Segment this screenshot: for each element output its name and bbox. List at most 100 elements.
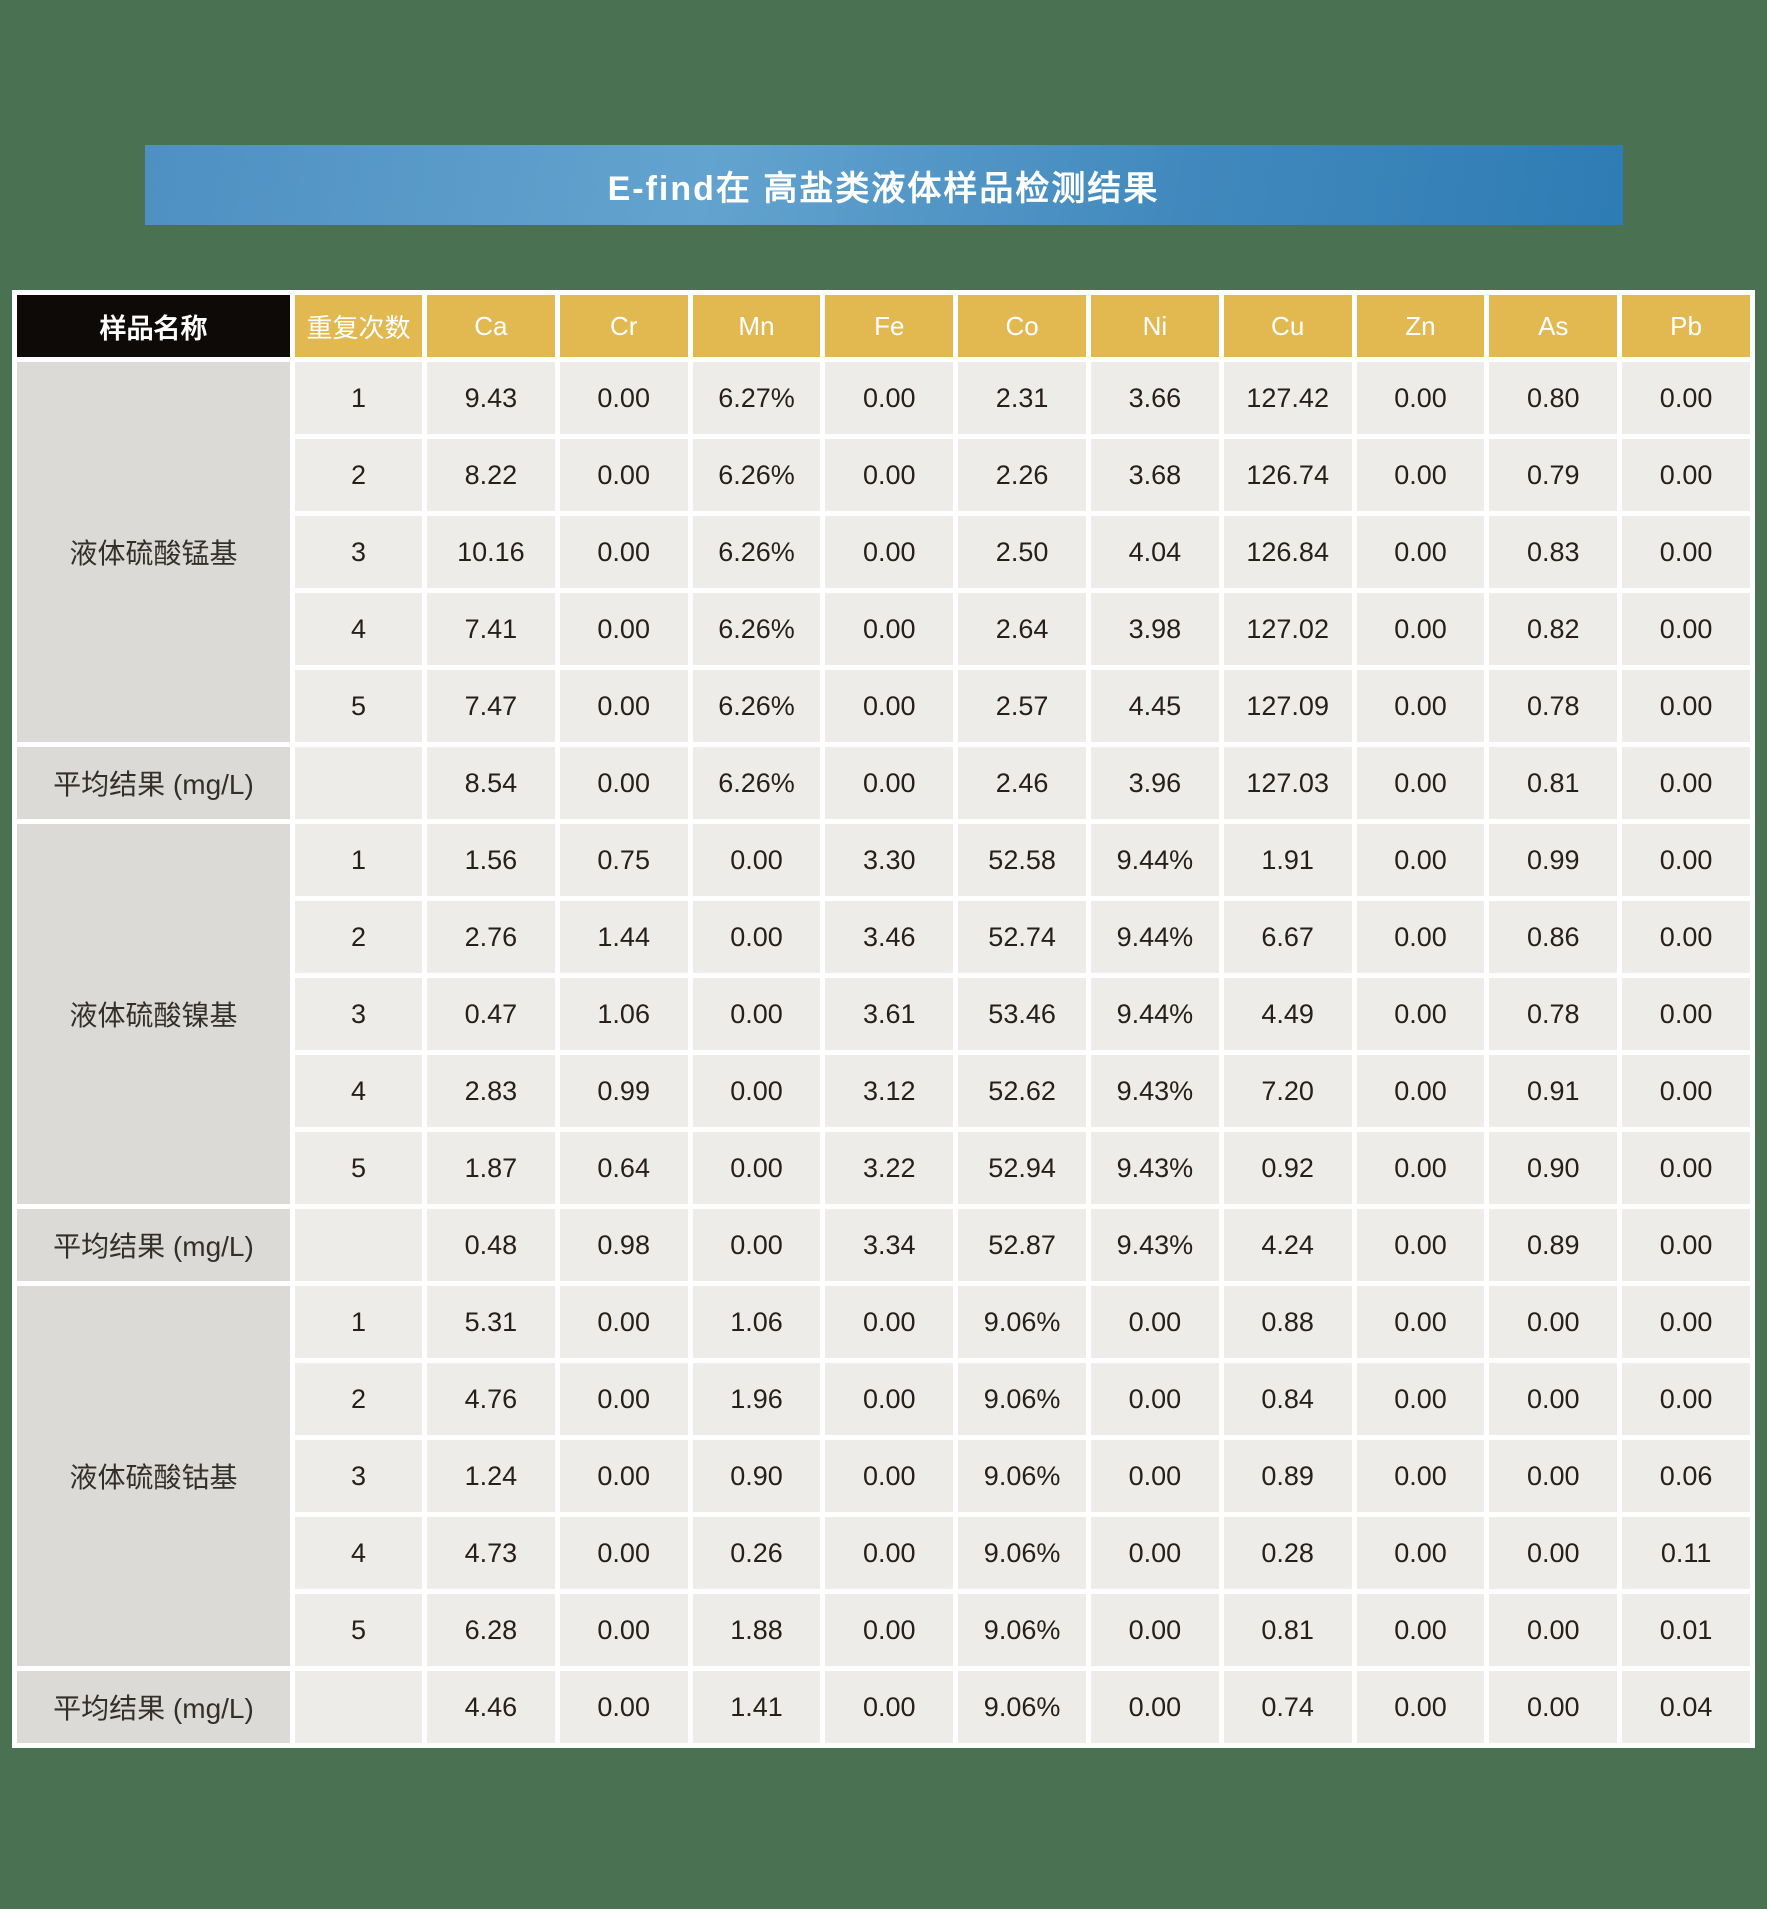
average-value-cell: 3.34	[825, 1209, 954, 1281]
value-cell: 2.64	[958, 593, 1086, 665]
value-cell: 0.00	[825, 1594, 954, 1666]
value-cell: 9.43%	[1090, 1132, 1219, 1204]
value-cell: 0.80	[1489, 362, 1618, 434]
value-cell: 0.00	[1622, 978, 1750, 1050]
value-cell: 126.74	[1223, 439, 1352, 511]
table-header: 样品名称 重复次数 Ca Cr Mn Fe Co Ni Cu Zn As Pb	[17, 295, 1750, 357]
average-row-label: 平均结果 (mg/L)	[17, 1209, 290, 1281]
value-cell: 0.92	[1223, 1132, 1352, 1204]
average-value-cell: 0.00	[559, 747, 688, 819]
value-cell: 1.96	[692, 1363, 821, 1435]
value-cell: 4.49	[1223, 978, 1352, 1050]
value-cell: 3.12	[825, 1055, 954, 1127]
table-row: 液体硫酸钴基 1 5.31 0.00 1.06 0.00 9.06% 0.00 0.88 0.00…	[17, 1286, 1750, 1666]
value-cell: 3.66	[1090, 362, 1219, 434]
average-value-cell: 3.96	[1090, 747, 1219, 819]
sample-group-label: 液体硫酸锰基	[17, 362, 290, 742]
header-cell-zn: Zn	[1356, 295, 1485, 357]
table-row: 4 4.73 0.00 0.26 0.00 9.06% 0.00 0.28 0.00 0.00 0.…	[17, 1517, 1750, 1589]
value-cell: 0.00	[1622, 1055, 1750, 1127]
value-cell: 0.99	[1489, 824, 1618, 896]
table-row: 3 1.24 0.00 0.90 0.00 9.06% 0.00 0.89 0.00 0.00 0.…	[17, 1440, 1750, 1512]
value-cell: 7.41	[427, 593, 555, 665]
average-value-cell: 0.81	[1489, 747, 1618, 819]
value-cell: 52.74	[958, 901, 1086, 973]
value-cell: 3.22	[825, 1132, 954, 1204]
title-banner: E-find在 高盐类液体样品检测结果	[144, 145, 1623, 225]
value-cell: 127.02	[1223, 593, 1352, 665]
value-cell: 9.43	[427, 362, 555, 434]
value-cell: 6.26%	[692, 670, 821, 742]
value-cell: 0.00	[1356, 439, 1485, 511]
value-cell: 7.20	[1223, 1055, 1352, 1127]
average-row-label: 平均结果 (mg/L)	[17, 1671, 290, 1743]
value-cell: 0.00	[559, 1440, 688, 1512]
value-cell: 0.00	[559, 593, 688, 665]
value-cell: 52.58	[958, 824, 1086, 896]
table-body: 液体硫酸锰基 1 9.43 0.00 6.27% 0.00 2.31 3.66 127.42 0.…	[17, 362, 1750, 1743]
value-cell: 0.00	[1489, 1440, 1618, 1512]
repeat-count-cell: 4	[295, 1517, 422, 1589]
value-cell: 0.00	[1622, 901, 1750, 973]
average-value-cell: 127.03	[1223, 747, 1352, 819]
value-cell: 0.00	[1356, 1440, 1485, 1512]
average-value-cell: 0.00	[825, 1671, 954, 1743]
value-cell: 0.00	[1356, 593, 1485, 665]
value-cell: 0.78	[1489, 978, 1618, 1050]
value-cell: 0.00	[1356, 1132, 1485, 1204]
value-cell: 0.01	[1622, 1594, 1750, 1666]
value-cell: 0.00	[825, 1286, 954, 1358]
repeat-count-header: 重复次数	[295, 295, 422, 357]
average-row: 平均结果 (mg/L) 8.54 0.00 6.26% 0.00 2.46 3.96 127.…	[17, 747, 1750, 819]
value-cell: 0.00	[1622, 1132, 1750, 1204]
value-cell: 3.61	[825, 978, 954, 1050]
value-cell: 127.09	[1223, 670, 1352, 742]
table-row: 2 8.22 0.00 6.26% 0.00 2.26 3.68 126.74 0.00 0.79…	[17, 439, 1750, 511]
value-cell: 8.22	[427, 439, 555, 511]
value-cell: 1.56	[427, 824, 555, 896]
repeat-count-cell: 1	[295, 1286, 422, 1358]
table-row: 3 0.47 1.06 0.00 3.61 53.46 9.44% 4.49 0.00 0.78 0…	[17, 978, 1750, 1050]
value-cell: 0.00	[1356, 1594, 1485, 1666]
value-cell: 0.00	[1356, 1055, 1485, 1127]
repeat-count-cell: 5	[295, 1132, 422, 1204]
header-cell-pb: Pb	[1622, 295, 1750, 357]
value-cell: 2.57	[958, 670, 1086, 742]
value-cell: 0.26	[692, 1517, 821, 1589]
value-cell: 0.79	[1489, 439, 1618, 511]
header-row: 样品名称 重复次数 Ca Cr Mn Fe Co Ni Cu Zn As Pb	[17, 295, 1750, 357]
value-cell: 0.47	[427, 978, 555, 1050]
value-cell: 0.00	[1489, 1517, 1618, 1589]
average-value-cell: 1.41	[692, 1671, 821, 1743]
value-cell: 3.98	[1090, 593, 1219, 665]
value-cell: 10.16	[427, 516, 555, 588]
table-row: 2 4.76 0.00 1.96 0.00 9.06% 0.00 0.84 0.00 0.00 0.…	[17, 1363, 1750, 1435]
value-cell: 0.00	[1489, 1363, 1618, 1435]
average-value-cell: 0.00	[1622, 747, 1750, 819]
table-row: 5 7.47 0.00 6.26% 0.00 2.57 4.45 127.09 0.00 0.78…	[17, 670, 1750, 742]
results-table: 样品名称 重复次数 Ca Cr Mn Fe Co Ni Cu Zn As Pb 液体硫酸锰基 1 9.43…	[12, 290, 1755, 1748]
value-cell: 0.00	[825, 439, 954, 511]
value-cell: 6.28	[427, 1594, 555, 1666]
value-cell: 0.00	[1489, 1286, 1618, 1358]
value-cell: 1.24	[427, 1440, 555, 1512]
value-cell: 9.06%	[958, 1286, 1086, 1358]
value-cell: 1.44	[559, 901, 688, 973]
value-cell: 2.31	[958, 362, 1086, 434]
value-cell: 0.90	[1489, 1132, 1618, 1204]
value-cell: 0.90	[692, 1440, 821, 1512]
value-cell: 3.30	[825, 824, 954, 896]
value-cell: 2.50	[958, 516, 1086, 588]
value-cell: 0.00	[1356, 362, 1485, 434]
table-row: 液体硫酸镍基 1 1.56 0.75 0.00 3.30 52.58 9.44% 1.91 0.0…	[17, 824, 1750, 1204]
value-cell: 0.00	[692, 1132, 821, 1204]
average-value-cell: 8.54	[427, 747, 555, 819]
value-cell: 52.94	[958, 1132, 1086, 1204]
table-row: 5 6.28 0.00 1.88 0.00 9.06% 0.00 0.81 0.00 0.00 0.…	[17, 1594, 1750, 1666]
value-cell: 0.00	[825, 1440, 954, 1512]
table-row: 4 2.83 0.99 0.00 3.12 52.62 9.43% 7.20 0.00 0.91 0…	[17, 1055, 1750, 1127]
average-value-cell: 4.24	[1223, 1209, 1352, 1281]
sample-group-label: 液体硫酸镍基	[17, 824, 290, 1204]
value-cell: 0.82	[1489, 593, 1618, 665]
average-row-label: 平均结果 (mg/L)	[17, 747, 290, 819]
